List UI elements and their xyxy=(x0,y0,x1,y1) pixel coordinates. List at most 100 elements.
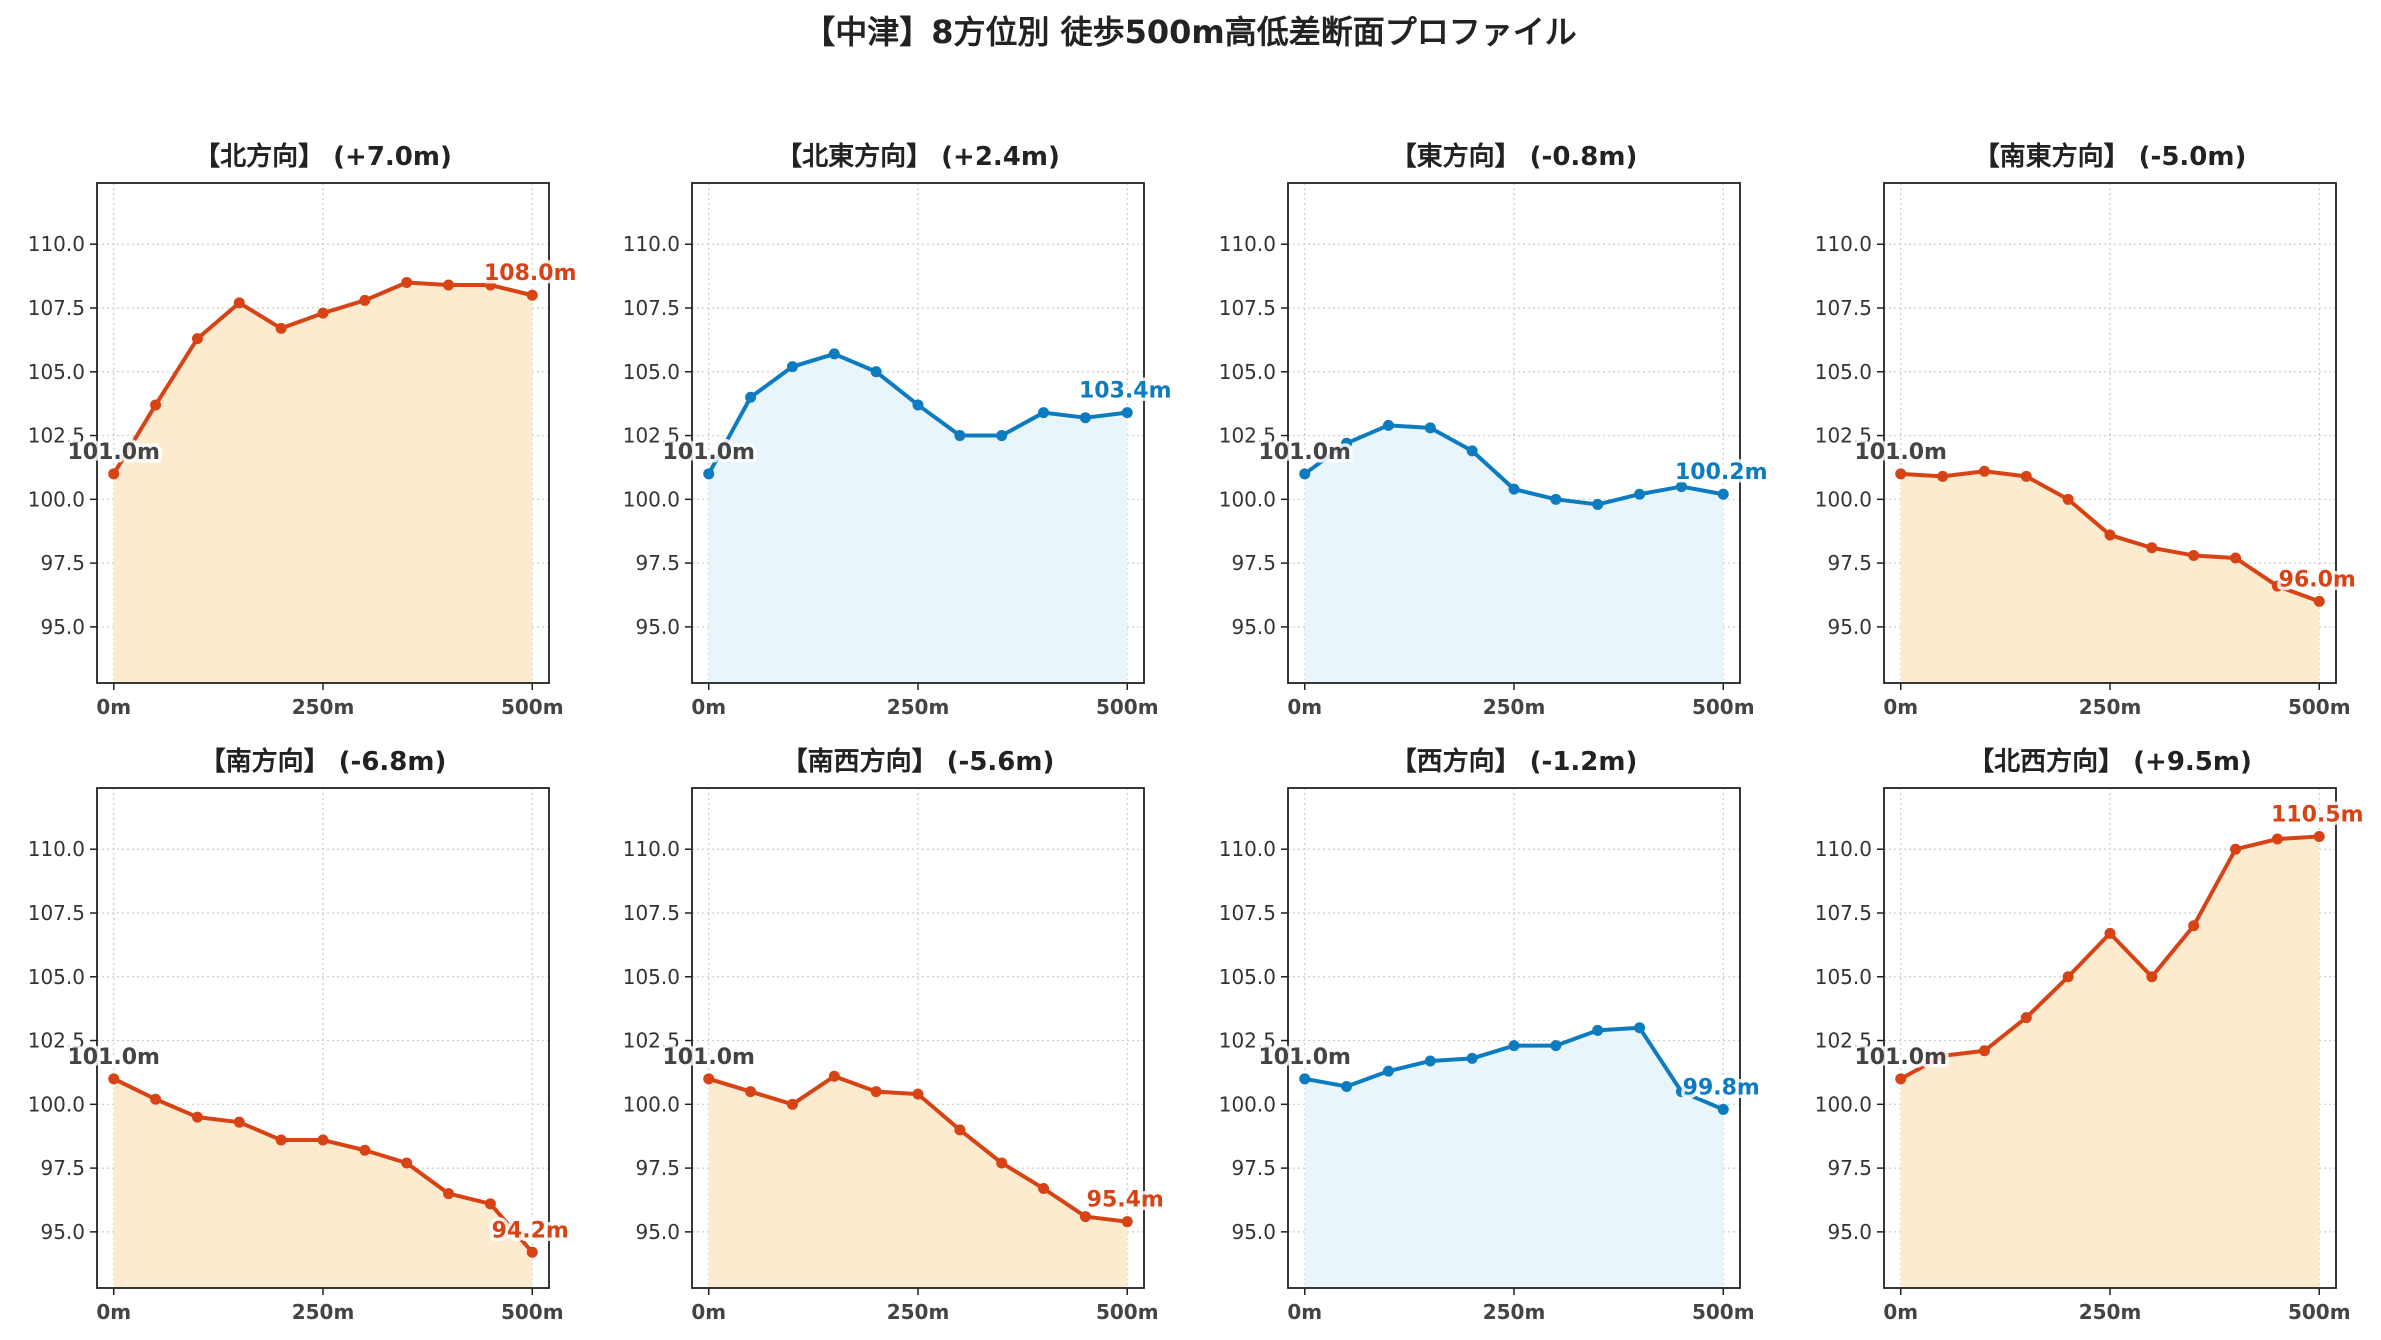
data-point xyxy=(1382,1065,1394,1077)
data-point xyxy=(1634,488,1646,500)
data-point xyxy=(2188,920,2200,932)
data-point xyxy=(1299,1073,1311,1085)
x-tick-label: 500m xyxy=(2288,695,2351,719)
y-tick-label: 105.0 xyxy=(623,360,680,384)
data-point xyxy=(359,1144,371,1156)
x-tick-label: 500m xyxy=(2288,1300,2351,1324)
subplot-1: 【北方向】 (+7.0m) 95.0 97.5 100.0 102.5 105.0 107.… xyxy=(28,141,580,719)
data-point xyxy=(1424,422,1436,434)
data-point xyxy=(1038,1183,1050,1195)
data-point xyxy=(1937,470,1949,482)
end-value-label: 100.2m xyxy=(1675,460,1768,485)
y-tick-label: 110.0 xyxy=(1219,232,1276,256)
y-tick-label: 95.0 xyxy=(635,615,680,639)
data-point xyxy=(401,1157,413,1169)
data-point xyxy=(1299,468,1311,480)
y-tick-label: 105.0 xyxy=(1219,965,1276,989)
y-tick-label: 97.5 xyxy=(635,1156,680,1180)
data-point xyxy=(2188,549,2200,561)
y-tick-label: 110.0 xyxy=(1815,837,1872,861)
end-value-label-halo: 95.4m xyxy=(1087,1188,1164,1213)
data-point xyxy=(745,391,757,403)
y-tick-label: 107.5 xyxy=(1219,901,1276,925)
data-point xyxy=(1382,419,1394,431)
subplot-title: 【南西方向】 (-5.6m) xyxy=(782,746,1055,777)
chart-panels: 【北方向】 (+7.0m) 95.0 97.5 100.0 102.5 105.0 107.… xyxy=(28,141,2367,1324)
data-point xyxy=(1717,488,1729,500)
x-tick-label: 250m xyxy=(887,1300,950,1324)
data-point xyxy=(317,307,329,319)
x-tick-label: 0m xyxy=(691,695,726,719)
data-point xyxy=(1675,481,1687,493)
start-value-label-halo: 101.0m xyxy=(1258,1045,1351,1070)
area-fill xyxy=(1304,1027,1724,1288)
y-tick-label: 107.5 xyxy=(623,901,680,925)
y-tick-label: 105.0 xyxy=(28,360,85,384)
data-point xyxy=(1634,1022,1646,1034)
data-point xyxy=(828,348,840,360)
y-tick-label: 100.0 xyxy=(28,487,85,511)
y-tick-label: 107.5 xyxy=(28,901,85,925)
data-point xyxy=(786,1098,798,1110)
y-tick-label: 97.5 xyxy=(1231,1156,1276,1180)
data-point xyxy=(1717,1103,1729,1115)
data-point xyxy=(2104,927,2116,939)
start-value-label-halo: 101.0m xyxy=(1854,440,1947,465)
x-tick-label: 500m xyxy=(501,1300,564,1324)
subplot-7: 【西方向】 (-1.2m) 95.0 97.5 100.0 102.5 105.0 107.… xyxy=(1219,746,1764,1324)
data-point xyxy=(443,279,455,291)
start-value-label-halo: 101.0m xyxy=(67,440,160,465)
data-point xyxy=(1592,498,1604,510)
x-tick-label: 500m xyxy=(1096,695,1159,719)
y-tick-label: 97.5 xyxy=(1827,551,1872,575)
subplot-title: 【東方向】 (-0.8m) xyxy=(1391,141,1638,172)
y-tick-label: 102.5 xyxy=(1815,424,1872,448)
subplot-3: 【東方向】 (-0.8m) 95.0 97.5 100.0 102.5 105.0 107.… xyxy=(1219,141,1771,719)
x-tick-label: 500m xyxy=(501,695,564,719)
y-tick-label: 97.5 xyxy=(1827,1156,1872,1180)
area-fill xyxy=(1900,836,2320,1288)
y-tick-label: 95.0 xyxy=(635,1220,680,1244)
data-point xyxy=(786,361,798,373)
data-point xyxy=(1079,412,1091,424)
subplot-title: 【西方向】 (-1.2m) xyxy=(1391,746,1638,777)
subplot-5: 【南方向】 (-6.8m) 95.0 97.5 100.0 102.5 105.0 107.… xyxy=(28,746,573,1324)
data-point xyxy=(954,430,966,442)
y-tick-label: 100.0 xyxy=(1219,1092,1276,1116)
y-tick-label: 107.5 xyxy=(1815,296,1872,320)
y-tick-label: 100.0 xyxy=(623,487,680,511)
data-point xyxy=(954,1124,966,1136)
data-point xyxy=(2146,542,2158,554)
data-point xyxy=(191,333,203,345)
data-point xyxy=(108,1073,120,1085)
y-tick-label: 100.0 xyxy=(623,1092,680,1116)
end-value-label-halo: 94.2m xyxy=(492,1218,569,1243)
x-tick-label: 250m xyxy=(2079,1300,2142,1324)
x-tick-label: 0m xyxy=(1287,1300,1322,1324)
data-point xyxy=(317,1134,329,1146)
data-point xyxy=(526,289,538,301)
x-tick-label: 250m xyxy=(2079,695,2142,719)
x-tick-label: 0m xyxy=(1287,695,1322,719)
data-point xyxy=(1341,437,1353,449)
data-point xyxy=(191,1111,203,1123)
y-tick-label: 102.5 xyxy=(623,424,680,448)
y-tick-label: 105.0 xyxy=(1815,360,1872,384)
data-point xyxy=(1978,465,1990,477)
y-tick-label: 102.5 xyxy=(28,424,85,448)
y-tick-label: 107.5 xyxy=(28,296,85,320)
data-point xyxy=(745,1086,757,1098)
y-tick-label: 95.0 xyxy=(1231,615,1276,639)
data-point xyxy=(2104,529,2116,541)
y-tick-label: 100.0 xyxy=(1219,487,1276,511)
start-value-label-halo: 101.0m xyxy=(662,1045,755,1070)
data-point xyxy=(1508,1040,1520,1052)
start-value-label-halo: 101.0m xyxy=(1854,1045,1947,1070)
end-value-label-halo: 103.4m xyxy=(1079,379,1172,404)
x-tick-label: 0m xyxy=(1883,1300,1918,1324)
start-value-label: 101.0m xyxy=(1258,1045,1351,1070)
y-tick-label: 102.5 xyxy=(1815,1029,1872,1053)
area-fill xyxy=(113,1078,533,1288)
y-tick-label: 105.0 xyxy=(28,965,85,989)
